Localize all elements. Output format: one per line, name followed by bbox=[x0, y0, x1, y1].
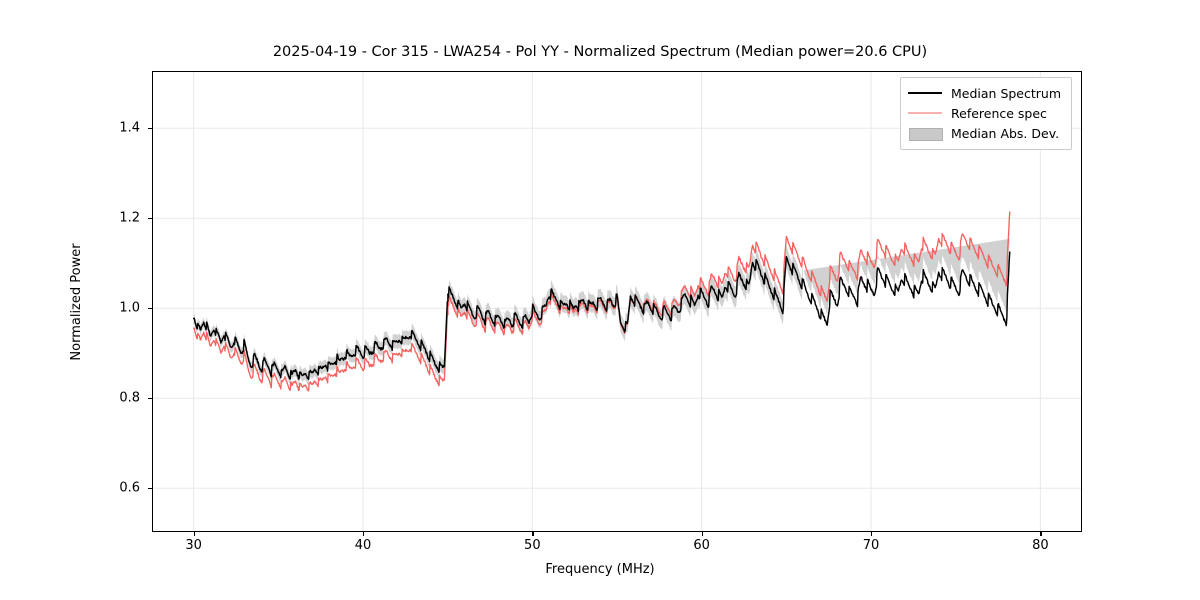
x-tick-label: 30 bbox=[185, 538, 202, 553]
legend-item-median-abs-dev: Median Abs. Dev. bbox=[908, 123, 1064, 143]
x-axis-label: Frequency (MHz) bbox=[545, 562, 655, 577]
x-tick-mark bbox=[1040, 532, 1042, 536]
y-tick-mark bbox=[148, 398, 152, 400]
median-spectrum-line bbox=[194, 72, 1011, 381]
legend-item-reference-spec: Reference spec bbox=[908, 103, 1064, 123]
y-tick-mark bbox=[148, 488, 152, 490]
x-tick-mark bbox=[871, 532, 873, 536]
chart-title: 2025-04-19 - Cor 315 - LWA254 - Pol YY -… bbox=[272, 44, 928, 60]
y-tick-label: 0.6 bbox=[119, 480, 140, 496]
gridlines bbox=[153, 72, 1081, 531]
mad-band bbox=[193, 238, 1010, 386]
x-tick-label: 40 bbox=[354, 538, 372, 553]
plot-svg bbox=[153, 72, 1081, 531]
legend-label: Median Spectrum bbox=[951, 85, 1062, 101]
x-tick-label: 70 bbox=[862, 538, 880, 553]
legend-line-icon-black bbox=[908, 86, 942, 100]
x-tick-mark bbox=[701, 532, 703, 536]
legend-label: Reference spec bbox=[951, 105, 1047, 121]
x-tick-label: 60 bbox=[693, 538, 710, 553]
x-tick-mark bbox=[193, 532, 195, 536]
x-tick-label: 80 bbox=[1032, 538, 1049, 553]
y-tick-label: 1.0 bbox=[119, 300, 140, 316]
x-tick-mark bbox=[362, 532, 365, 536]
y-tick-label: 0.8 bbox=[119, 390, 140, 406]
legend: Median Spectrum Reference spec Median Ab… bbox=[900, 77, 1072, 150]
x-tick-mark bbox=[532, 532, 534, 536]
legend-item-median-spectrum: Median Spectrum bbox=[908, 83, 1064, 103]
y-axis-label: Normalized Power bbox=[69, 242, 84, 361]
x-tick-label: 50 bbox=[524, 538, 541, 553]
legend-label: Median Abs. Dev. bbox=[951, 125, 1060, 141]
y-tick-mark bbox=[148, 308, 152, 310]
legend-patch-icon-gray bbox=[908, 126, 943, 141]
legend-line-icon-red bbox=[908, 106, 942, 120]
y-tick-mark bbox=[148, 128, 152, 130]
y-tick-label: 1.4 bbox=[119, 120, 140, 136]
y-tick-mark bbox=[148, 218, 152, 220]
y-tick-label: 1.2 bbox=[119, 210, 140, 226]
